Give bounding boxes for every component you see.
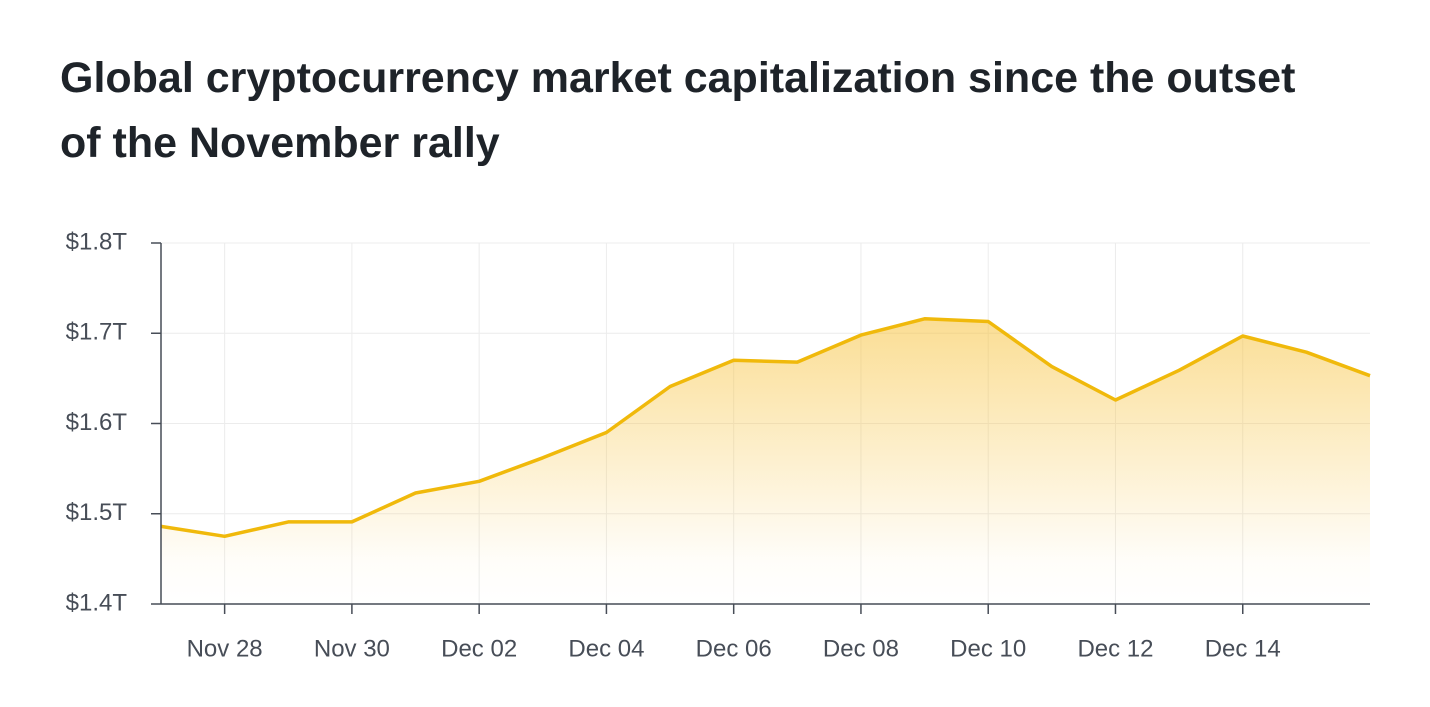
x-tick-label: Dec 08 xyxy=(823,635,899,662)
x-tick-label: Nov 28 xyxy=(187,635,263,662)
chart-title: Global cryptocurrency market capitalizat… xyxy=(60,54,1296,167)
line xyxy=(160,317,1371,539)
x-tick-label: Dec 10 xyxy=(950,635,1026,662)
area-fill xyxy=(161,318,1370,604)
y-tick-label: $1.4T xyxy=(66,589,128,616)
x-tick-label: Nov 30 xyxy=(314,635,390,662)
x-tick-label: Dec 14 xyxy=(1205,635,1281,662)
y-tick-label: $1.8T xyxy=(66,228,128,255)
x-tick-label: Dec 02 xyxy=(441,635,517,662)
y-tick-label: $1.7T xyxy=(66,319,128,346)
x-tick-label: Dec 04 xyxy=(568,635,644,662)
x-tick-label: Dec 12 xyxy=(1077,635,1153,662)
x-tick-label: Dec 06 xyxy=(696,635,772,662)
y-tick-label: $1.5T xyxy=(66,499,128,526)
y-tick-label: $1.6T xyxy=(66,409,128,436)
